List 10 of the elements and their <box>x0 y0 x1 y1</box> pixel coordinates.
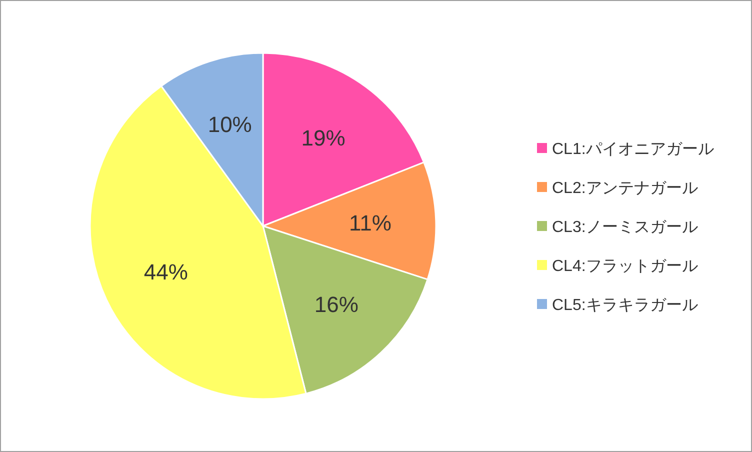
data-label: 19% <box>301 125 346 150</box>
legend-label: CL5:キラキラガール <box>552 297 698 314</box>
legend-label: CL2:アンテナガール <box>552 180 698 197</box>
data-label: 16% <box>314 292 358 318</box>
legend-label: CL4:フラットガール <box>552 258 698 275</box>
data-label: 44% <box>144 260 188 285</box>
data-label: 11% <box>349 210 392 236</box>
data-label: 10% <box>208 112 252 137</box>
legend-label: CL1:パイオニアガール <box>552 141 714 158</box>
legend-label: CL3:ノーミスガール <box>552 219 698 236</box>
